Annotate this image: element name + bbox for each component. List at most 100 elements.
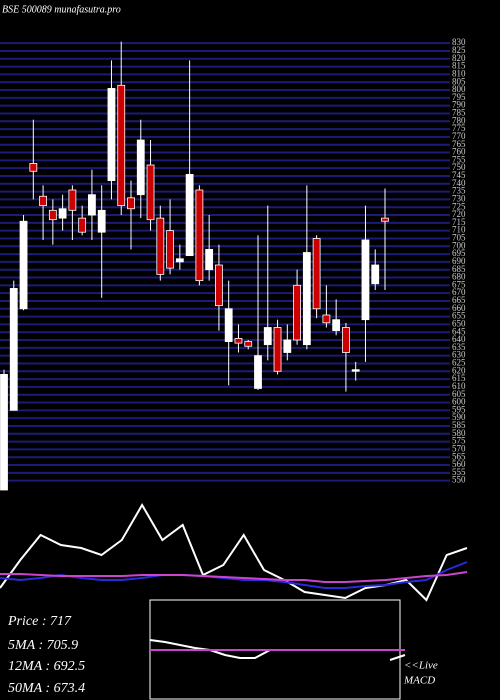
y-tick-label: 615 xyxy=(452,373,466,383)
ma5-label: 5MA : 705.9 xyxy=(8,638,78,653)
candle-body xyxy=(224,308,233,342)
y-tick-label: 680 xyxy=(452,272,466,282)
y-tick-label: 705 xyxy=(452,233,466,243)
candle-body xyxy=(58,208,67,219)
candle-body xyxy=(302,252,311,346)
y-tick-label: 775 xyxy=(452,123,466,133)
y-tick-label: 555 xyxy=(452,467,466,477)
y-tick-label: 565 xyxy=(452,451,466,461)
y-tick-label: 685 xyxy=(452,264,466,274)
y-tick-label: 730 xyxy=(452,193,466,203)
y-tick-label: 665 xyxy=(452,295,466,305)
y-tick-label: 710 xyxy=(452,225,466,235)
y-tick-label: 825 xyxy=(452,45,466,55)
y-tick-label: 830 xyxy=(452,37,466,47)
candle-body xyxy=(332,319,341,332)
y-tick-label: 765 xyxy=(452,139,466,149)
y-tick-label: 655 xyxy=(452,311,466,321)
candle-body xyxy=(293,284,301,341)
y-tick-label: 640 xyxy=(452,334,466,344)
candle-body xyxy=(0,373,8,491)
y-tick-label: 800 xyxy=(452,84,466,94)
y-tick-label: 715 xyxy=(452,217,466,227)
candle-body xyxy=(234,338,243,344)
candle-body xyxy=(361,239,370,321)
y-tick-label: 735 xyxy=(452,186,466,196)
candle-body xyxy=(68,189,77,211)
candle-body xyxy=(166,230,174,269)
y-tick-label: 605 xyxy=(452,389,466,399)
y-tick-label: 745 xyxy=(452,170,466,180)
y-tick-label: 700 xyxy=(452,240,466,250)
y-tick-label: 790 xyxy=(452,100,466,110)
y-tick-label: 590 xyxy=(452,412,466,422)
y-tick-label: 610 xyxy=(452,381,466,391)
candle-body xyxy=(273,327,282,372)
y-tick-label: 740 xyxy=(452,178,466,188)
candle-body xyxy=(97,209,106,233)
candle-body xyxy=(78,217,87,233)
y-tick-label: 820 xyxy=(452,53,466,63)
candle-body xyxy=(117,84,126,207)
candle-body xyxy=(127,197,135,210)
y-tick-label: 755 xyxy=(452,154,466,164)
indicator-line xyxy=(0,561,468,589)
candle-body xyxy=(185,173,194,257)
candle-body xyxy=(136,139,145,196)
candle-body xyxy=(39,195,47,207)
candle-body xyxy=(254,355,262,389)
y-tick-label: 585 xyxy=(452,420,466,430)
candle-body xyxy=(381,217,389,222)
y-tick-label: 805 xyxy=(452,76,466,86)
y-tick-label: 690 xyxy=(452,256,466,266)
candle-body xyxy=(283,339,292,353)
y-tick-label: 670 xyxy=(452,287,466,297)
y-tick-label: 720 xyxy=(452,209,466,219)
candle-body xyxy=(322,314,331,324)
candle-body xyxy=(244,341,253,347)
candle-body xyxy=(205,248,214,271)
y-tick-label: 795 xyxy=(452,92,466,102)
candle-body xyxy=(88,194,96,216)
y-tick-label: 750 xyxy=(452,162,466,172)
candle-body xyxy=(342,327,350,353)
candle-body xyxy=(29,163,38,172)
y-tick-label: 770 xyxy=(452,131,466,141)
y-tick-label: 760 xyxy=(452,147,466,157)
y-tick-label: 650 xyxy=(452,318,466,328)
candle-body xyxy=(19,220,28,310)
y-tick-label: 725 xyxy=(452,201,466,211)
y-tick-label: 580 xyxy=(452,428,466,438)
y-tick-label: 625 xyxy=(452,358,466,368)
y-tick-label: 675 xyxy=(452,279,466,289)
ma50-label: 50MA : 673.4 xyxy=(8,681,85,696)
chart-title: BSE 500089 munafasutra.pro xyxy=(2,4,121,15)
candle-body xyxy=(9,288,18,411)
candle-body xyxy=(175,258,184,263)
y-tick-label: 600 xyxy=(452,397,466,407)
y-tick-label: 695 xyxy=(452,248,466,258)
y-tick-label: 815 xyxy=(452,61,466,71)
candle-body xyxy=(146,164,155,221)
price-label: Price : 717 xyxy=(7,614,72,629)
candle-body xyxy=(107,88,116,182)
candle-body xyxy=(351,369,360,372)
y-tick-label: 635 xyxy=(452,342,466,352)
y-tick-label: 785 xyxy=(452,108,466,118)
y-tick-label: 660 xyxy=(452,303,466,313)
y-tick-label: 575 xyxy=(452,436,466,446)
ma12-label: 12MA : 692.5 xyxy=(8,659,85,674)
candle-body xyxy=(371,264,380,285)
y-tick-label: 620 xyxy=(452,365,466,375)
y-tick-label: 560 xyxy=(452,459,466,469)
candle-body xyxy=(215,264,223,307)
y-tick-label: 550 xyxy=(452,475,466,485)
candle-body xyxy=(263,327,272,346)
candle-body xyxy=(195,189,204,282)
live-label: <<Live xyxy=(404,660,438,672)
candle-body xyxy=(48,209,57,221)
y-tick-label: 645 xyxy=(452,326,466,336)
y-tick-label: 570 xyxy=(452,443,466,453)
